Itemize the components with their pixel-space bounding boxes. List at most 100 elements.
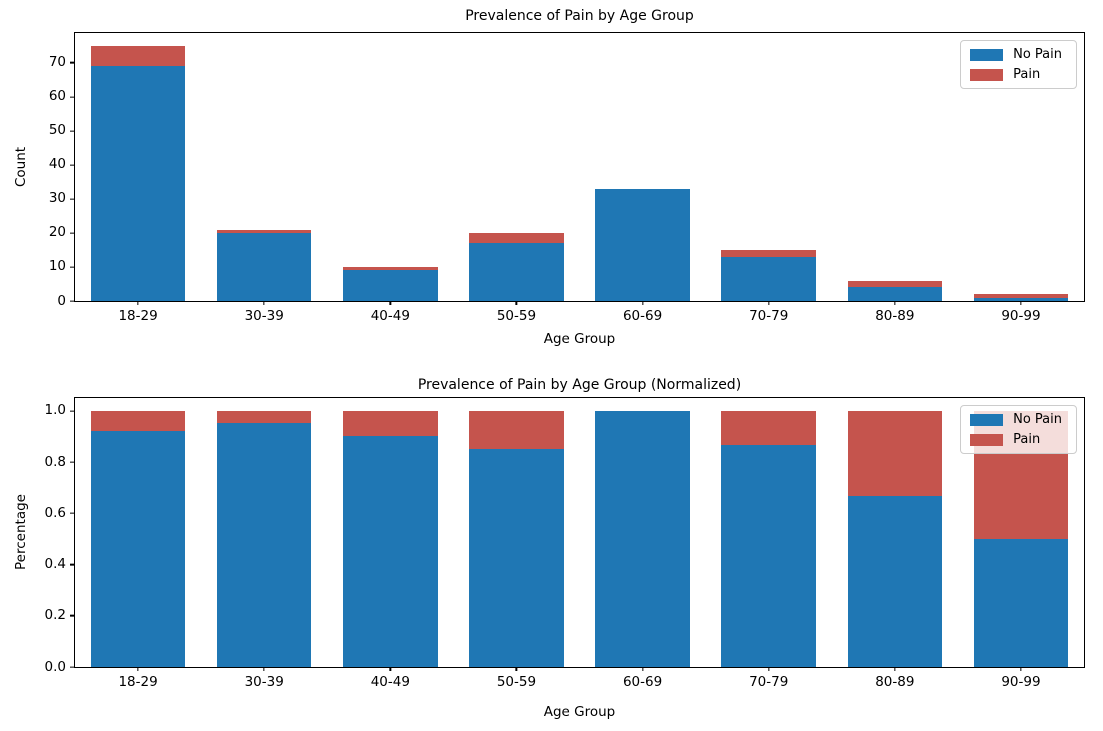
bar-slot-60-69 [580, 33, 706, 301]
bar-segment-no-pain [343, 270, 438, 301]
y-tick-mark [70, 96, 74, 98]
legend-swatch-icon [970, 48, 1004, 61]
bar-slot-80-89 [832, 33, 958, 301]
x-tick-label-30-39: 30-39 [244, 308, 284, 324]
bar-stack-70-79 [721, 33, 816, 301]
bar-segment-no-pain [469, 449, 564, 667]
bar-segment-pain [469, 232, 564, 244]
legend-item-pain: Pain [970, 433, 1066, 446]
bar-segment-pain [216, 229, 312, 233]
bar-segment-pain [90, 45, 186, 67]
bar-slot-40-49 [327, 33, 453, 301]
bar-segment-no-pain [847, 287, 943, 301]
bottom-y-axis-label: Percentage [13, 494, 29, 570]
y-tick-label: 0.0 [44, 658, 66, 675]
x-tick-mark [137, 667, 139, 671]
x-tick-label-70-79: 70-79 [749, 674, 789, 690]
x-tick-label-40-49: 40-49 [370, 674, 410, 690]
bar-segment-no-pain [847, 496, 943, 667]
bar-segment-no-pain [973, 297, 1069, 301]
bar-segment-pain [721, 249, 816, 257]
bar-segment-pain [343, 410, 438, 437]
bar-segment-pain [847, 410, 943, 497]
top-x-axis-label: Age Group [543, 331, 616, 347]
bottom-x-axis-label: Age Group [543, 704, 616, 720]
bar-stack-70-79 [721, 398, 816, 667]
bars-container [75, 398, 1084, 667]
y-tick-label: 0.4 [44, 555, 66, 572]
bar-stack-30-39 [216, 398, 312, 667]
bar-slot-18-29 [75, 33, 201, 301]
bar-segment-no-pain [973, 538, 1069, 667]
y-tick-mark [70, 563, 74, 566]
y-tick-label: 40 [48, 156, 66, 173]
x-tick-mark [137, 301, 139, 305]
x-tick-label-18-29: 18-29 [118, 674, 158, 690]
x-tick-label-80-89: 80-89 [875, 308, 915, 324]
legend-swatch-icon [970, 433, 1004, 446]
bar-slot-60-69 [580, 398, 706, 667]
legend-label: No Pain [1013, 47, 1062, 62]
x-tick-label-30-39: 30-39 [244, 674, 284, 690]
legend-item-no-pain: No Pain [970, 48, 1066, 61]
y-tick-label: 70 [48, 54, 66, 71]
y-tick-mark [70, 615, 74, 617]
y-tick-mark [70, 266, 74, 268]
x-tick-mark [1020, 301, 1022, 305]
bar-stack-60-69 [595, 33, 690, 301]
bar-slot-30-39 [201, 33, 327, 301]
y-tick-mark [70, 198, 74, 200]
legend-label: No Pain [1013, 412, 1062, 427]
bar-segment-pain [216, 410, 312, 424]
bar-slot-70-79 [706, 33, 832, 301]
bar-slot-40-49 [327, 398, 453, 667]
bar-slot-90-99 [958, 33, 1084, 301]
x-tick-label-50-59: 50-59 [496, 674, 537, 690]
x-tick-label-80-89: 80-89 [875, 674, 915, 690]
bar-segment-no-pain [721, 256, 816, 301]
x-tick-label-90-99: 90-99 [1001, 308, 1041, 324]
legend-item-no-pain: No Pain [970, 413, 1066, 426]
x-tick-label-90-99: 90-99 [1001, 674, 1041, 690]
x-tick-mark [263, 667, 265, 671]
legend-swatch-icon [970, 68, 1004, 81]
top-y-axis-label: Count [13, 146, 29, 188]
bar-slot-50-59 [453, 33, 579, 301]
x-tick-mark [515, 667, 518, 671]
x-tick-mark [768, 301, 770, 305]
bar-stack-50-59 [469, 33, 564, 301]
y-tick-mark [70, 666, 74, 668]
y-tick-mark [70, 461, 74, 463]
y-tick-mark [70, 130, 74, 132]
bar-stack-60-69 [595, 398, 690, 667]
legend-swatch-icon [970, 413, 1004, 426]
bar-slot-50-59 [453, 398, 579, 667]
x-tick-mark [389, 301, 391, 305]
y-tick-mark [70, 164, 74, 166]
bar-segment-no-pain [595, 188, 690, 301]
top-plot-area: 0 10 20 30 40 50 60 70 18-29 30-39 40-49 50-59 60-69… [49, 32, 1085, 324]
y-tick-label: 0 [57, 292, 66, 309]
bottom-chart: Prevalence of Pain by Age Group (Normali… [0, 365, 1103, 731]
bar-stack-18-29 [90, 398, 186, 667]
x-tick-label-50-59: 50-59 [496, 308, 537, 324]
bar-segment-no-pain [90, 431, 186, 667]
bar-segment-no-pain [216, 232, 312, 301]
x-tick-mark [515, 301, 518, 305]
bar-segment-pain [90, 410, 186, 432]
bar-stack-80-89 [847, 33, 943, 301]
bar-stack-40-49 [343, 398, 438, 667]
y-tick-label: 0.2 [44, 607, 66, 624]
y-tick-mark [70, 512, 74, 514]
bar-stack-80-89 [847, 398, 943, 667]
y-tick-mark [70, 62, 74, 64]
x-tick-mark [894, 301, 896, 305]
bar-segment-pain [973, 294, 1069, 298]
bar-segment-pain [847, 280, 943, 288]
x-tick-label-60-69: 60-69 [622, 308, 663, 324]
y-tick-label: 0.8 [44, 453, 66, 470]
bar-slot-30-39 [201, 398, 327, 667]
x-tick-mark [389, 667, 391, 671]
bottom-chart-title: Prevalence of Pain by Age Group (Normali… [417, 377, 742, 393]
